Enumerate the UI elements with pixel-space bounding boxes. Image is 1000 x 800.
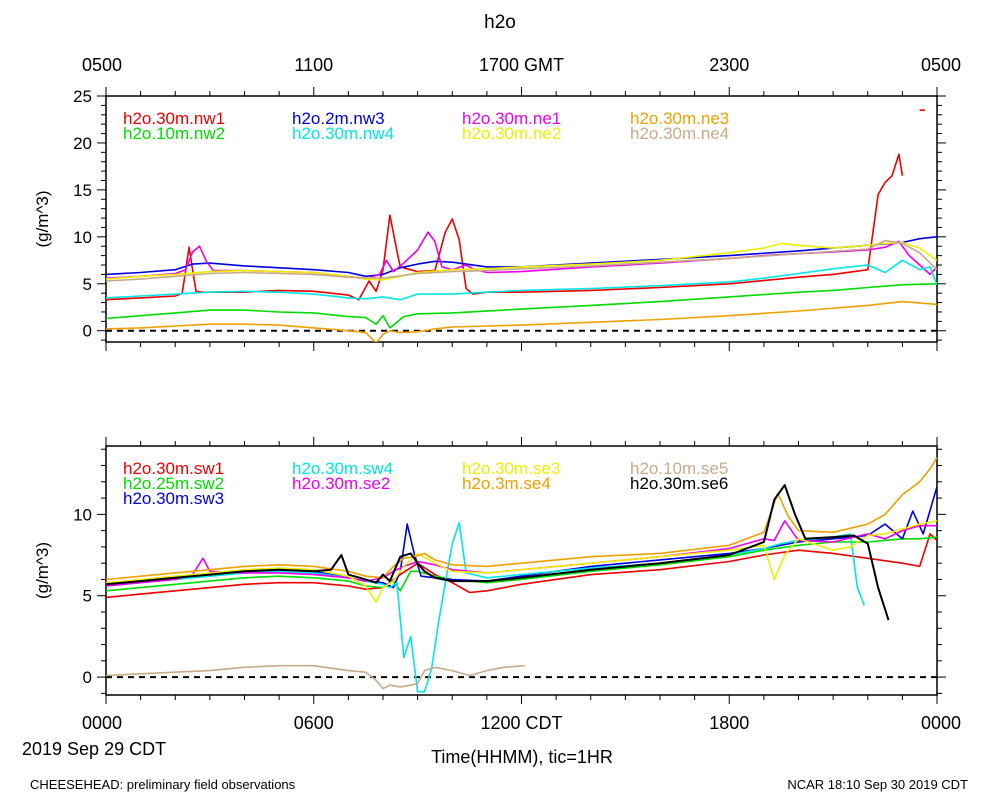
series-line [106, 484, 890, 621]
legend-entry: h2o.2m.nw3 [292, 109, 385, 128]
chart-title: h2o [484, 12, 516, 33]
legend-entry: h2o.30m.se2 [292, 474, 390, 493]
series-line [106, 521, 866, 693]
series-line [106, 236, 937, 278]
legend-entry: h2o.30m.nw1 [123, 109, 225, 128]
legend-entry: h2o.30m.ne2 [462, 124, 561, 143]
bottom-axis-tick-label: 0000 [921, 713, 961, 733]
series-line [106, 533, 937, 599]
top-axis-tick-label: 0500 [82, 55, 122, 75]
series-line [106, 283, 937, 329]
legend-entry: h2o.30m.ne1 [462, 109, 561, 128]
legend-entry: h2o.30m.ne3 [630, 109, 729, 128]
top-axis-tick-label: 1100 [294, 55, 333, 75]
series-line [106, 239, 937, 282]
y-tick-label: 5 [83, 275, 92, 294]
y-tick-label: 20 [73, 134, 92, 153]
series-line [106, 153, 904, 301]
series-line [106, 300, 937, 342]
y-tick-label: 15 [73, 181, 92, 200]
y-tick-label: 25 [73, 87, 92, 106]
footer-right: NCAR 18:10 Sep 30 2019 CDT [787, 777, 968, 792]
series-line [106, 536, 937, 592]
series-group [106, 456, 937, 693]
bottom-axis-tick-label: 1200 CDT [480, 713, 562, 733]
footer-left: CHEESEHEAD: preliminary field observatio… [30, 777, 296, 792]
y-tick-label: 10 [73, 505, 92, 524]
legend-entry: h2o.30m.ne4 [630, 124, 729, 143]
series-line [106, 456, 937, 581]
legend-entry: h2o.30m.sw1 [123, 459, 224, 478]
date-label: 2019 Sep 29 CDT [22, 739, 166, 759]
legend-entry: h2o.25m.sw2 [123, 474, 224, 493]
legend-entry: h2o.30m.sw4 [292, 459, 393, 478]
legend-entry: h2o.30m.sw3 [123, 489, 224, 508]
y-tick-label: 0 [83, 322, 92, 341]
legend-entry: h2o.30m.nw4 [292, 124, 394, 143]
legend-entry: h2o.30m.se6 [630, 474, 728, 493]
top-axis-tick-label: 1700 GMT [479, 55, 564, 75]
top-axis-tick-label: 0500 [921, 55, 961, 75]
series-line [106, 520, 937, 604]
y-axis-label: (g/m^3) [33, 542, 52, 599]
bottom-axis-tick-label: 0600 [294, 713, 334, 733]
series-line [106, 259, 937, 301]
legend-entry: h2o.10m.nw2 [123, 124, 225, 143]
y-tick-label: 5 [83, 587, 92, 606]
legend-entry: h2o.30m.se3 [462, 459, 560, 478]
series-line [106, 241, 937, 281]
series-group [106, 109, 937, 342]
bottom-axis-tick-label: 0000 [82, 713, 122, 733]
legend-entry: h2o.3m.se4 [462, 474, 551, 493]
y-axis-label: (g/m^3) [33, 190, 52, 247]
panel-2: 0510(g/m^3)h2o.30m.sw1h2o.25m.sw2h2o.30m… [33, 437, 946, 704]
legend-entry: h2o.10m.se5 [630, 459, 728, 478]
top-axis-tick-label: 2300 [709, 55, 749, 75]
bottom-axis-tick-label: 1800 [709, 713, 749, 733]
y-tick-label: 0 [83, 668, 92, 687]
y-tick-label: 10 [73, 228, 92, 247]
series-line [106, 664, 526, 690]
series-line [106, 231, 937, 280]
x-axis-label: Time(HHMM), tic=1HR [431, 747, 613, 767]
